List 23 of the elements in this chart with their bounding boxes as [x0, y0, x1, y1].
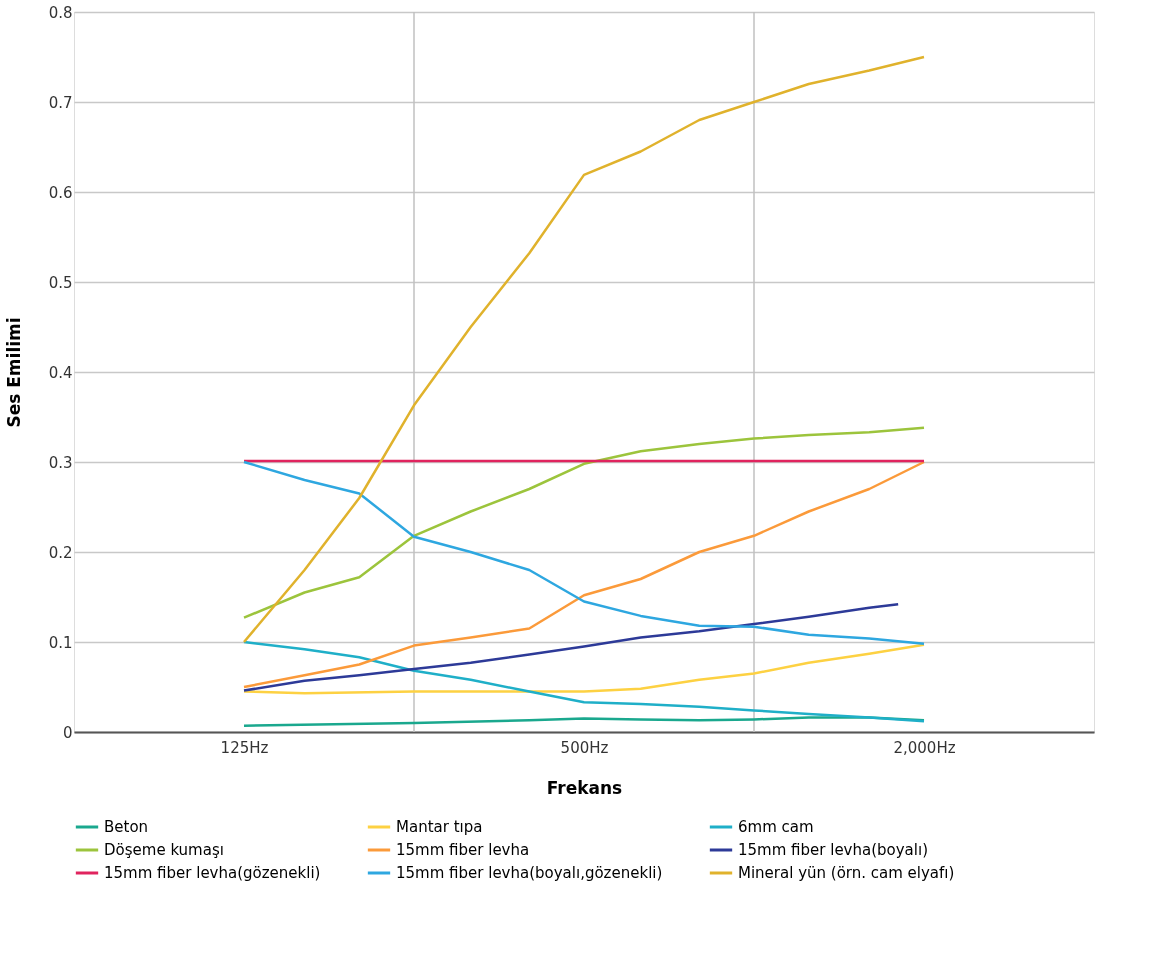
- legend-label: Mineral yün (örn. cam elyafı): [738, 864, 955, 882]
- y-axis-title: Ses Emilimi: [3, 317, 24, 428]
- x-tick-label: 2,000Hz: [893, 738, 956, 757]
- legend-label: 6mm cam: [738, 818, 814, 836]
- y-tick-label: 0.8: [48, 3, 73, 22]
- y-tick-label: 0.5: [48, 273, 73, 292]
- legend-label: Beton: [104, 818, 149, 836]
- x-tick-label: 125Hz: [220, 738, 269, 757]
- y-tick-label: 0.2: [48, 543, 73, 562]
- legend-label: 15mm fiber levha(gözenekli): [104, 864, 321, 882]
- y-tick-label: 0.4: [48, 363, 73, 382]
- legend-label: 15mm fiber levha(boyalı): [738, 841, 928, 859]
- y-tick-label: 0.1: [48, 633, 73, 652]
- y-tick-label: 0.6: [48, 183, 73, 202]
- legend-label: 15mm fiber levha: [396, 841, 530, 859]
- x-tick-label: 500Hz: [560, 738, 609, 757]
- y-tick-label: 0.7: [48, 93, 73, 112]
- legend-label: 15mm fiber levha(boyalı,gözenekli): [396, 864, 663, 882]
- y-tick-label: 0: [62, 723, 73, 742]
- legend-label: Mantar tıpa: [396, 818, 483, 836]
- legend-label: Döşeme kumaşı: [104, 841, 224, 859]
- y-tick-label: 0.3: [48, 453, 73, 472]
- x-axis-title: Frekans: [546, 777, 623, 798]
